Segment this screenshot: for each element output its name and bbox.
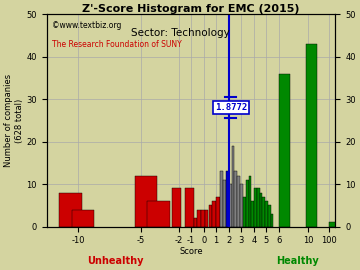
- Bar: [265, 201, 268, 227]
- Title: Z'-Score Histogram for EMC (2015): Z'-Score Histogram for EMC (2015): [82, 4, 300, 14]
- Bar: [201, 210, 204, 227]
- Bar: [243, 197, 246, 227]
- Text: The Research Foundation of SUNY: The Research Foundation of SUNY: [53, 40, 182, 49]
- Bar: [271, 214, 274, 227]
- Bar: [209, 205, 212, 227]
- Bar: [223, 180, 226, 227]
- Bar: [194, 218, 197, 227]
- Bar: [279, 74, 290, 227]
- Bar: [237, 176, 240, 227]
- Bar: [185, 188, 194, 227]
- Bar: [197, 210, 201, 227]
- Bar: [135, 176, 157, 227]
- Bar: [172, 188, 181, 227]
- Bar: [260, 193, 262, 227]
- Bar: [268, 205, 271, 227]
- X-axis label: Score: Score: [179, 247, 203, 256]
- Text: ©www.textbiz.org: ©www.textbiz.org: [53, 21, 122, 29]
- Bar: [246, 180, 249, 227]
- Bar: [262, 197, 265, 227]
- Bar: [306, 44, 317, 227]
- Text: Healthy: Healthy: [276, 256, 319, 266]
- Bar: [147, 201, 170, 227]
- Bar: [249, 176, 251, 227]
- Bar: [240, 184, 243, 227]
- Bar: [329, 222, 339, 227]
- Bar: [220, 171, 223, 227]
- Bar: [59, 193, 82, 227]
- Bar: [226, 171, 229, 227]
- Bar: [257, 188, 260, 227]
- Text: 1.8772: 1.8772: [215, 103, 247, 112]
- Bar: [234, 171, 237, 227]
- Bar: [229, 184, 231, 227]
- Text: Sector: Technology: Sector: Technology: [131, 28, 229, 38]
- Bar: [254, 188, 257, 227]
- Bar: [212, 201, 216, 227]
- Bar: [251, 201, 254, 227]
- Bar: [216, 197, 220, 227]
- Y-axis label: Number of companies
(628 total): Number of companies (628 total): [4, 74, 23, 167]
- Bar: [231, 146, 234, 227]
- Text: Unhealthy: Unhealthy: [87, 256, 144, 266]
- Bar: [205, 210, 208, 227]
- Bar: [72, 210, 94, 227]
